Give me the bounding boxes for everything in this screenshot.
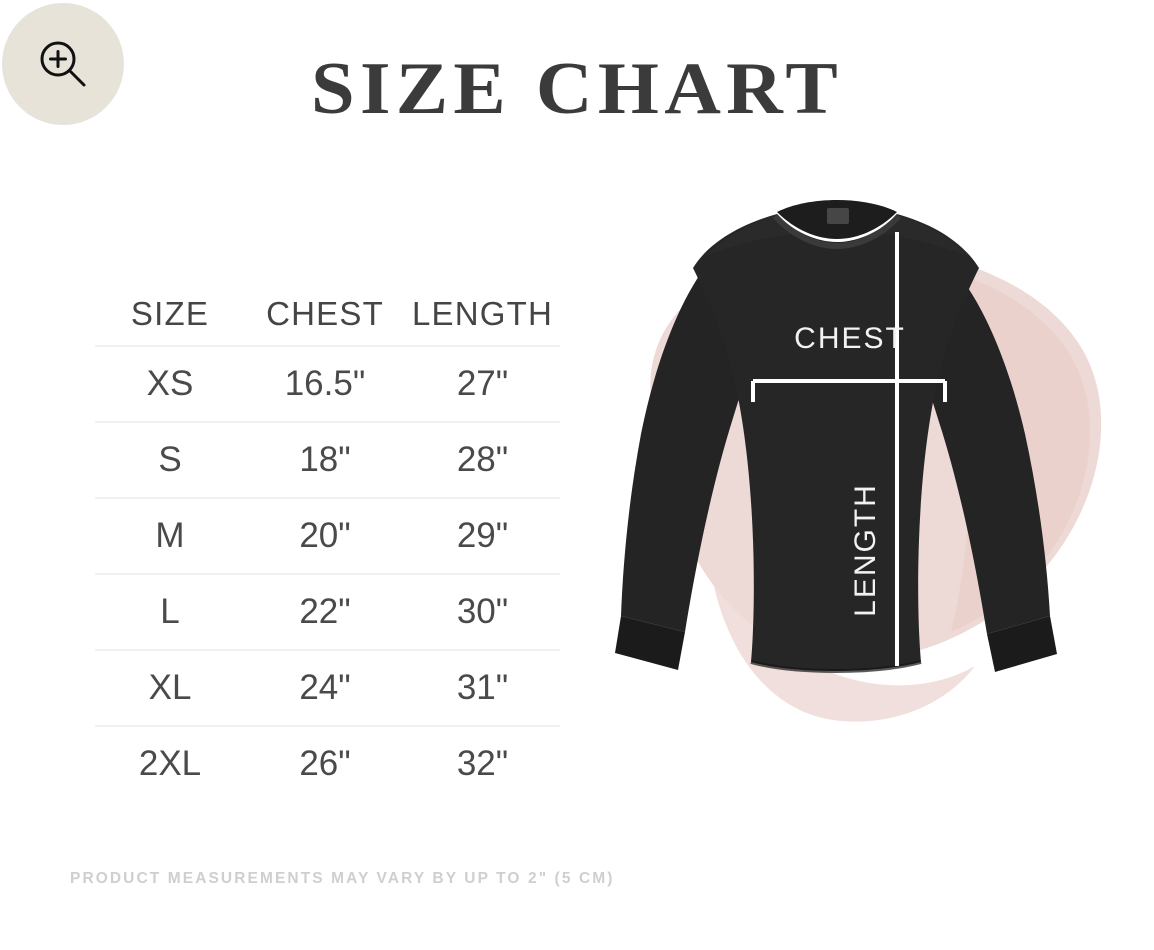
table-row: XS 16.5" 27" (95, 345, 560, 421)
cell-length: 32" (456, 744, 509, 783)
table-row: S 18" 28" (95, 421, 560, 497)
column-header-size: SIZE (130, 295, 210, 332)
table-header-row: SIZE CHEST LENGTH (95, 283, 560, 345)
cell-size: M (155, 516, 185, 555)
cell-length: 29" (456, 516, 509, 555)
table-row: XL 24" 31" (95, 649, 560, 725)
table-row: M 20" 29" (95, 497, 560, 573)
cell-length: 27" (456, 364, 509, 403)
cell-size: 2XL (138, 744, 202, 783)
cell-chest: 24" (299, 668, 351, 707)
cell-size: XS (146, 364, 194, 403)
cell-length: 31" (456, 668, 509, 707)
cell-size: S (158, 440, 182, 479)
size-table: SIZE CHEST LENGTH XS 16.5" 27" S 18" 28"… (95, 283, 560, 801)
cell-chest: 20" (299, 516, 351, 555)
cell-chest: 16.5" (284, 364, 366, 403)
length-label: LENGTH (849, 483, 882, 617)
column-header-chest: CHEST (266, 295, 384, 332)
product-illustration: CHEST LENGTH (545, 150, 1154, 770)
neck-tag (827, 208, 849, 224)
zoom-button[interactable] (2, 3, 124, 125)
measurement-overlay: CHEST LENGTH (751, 232, 947, 666)
cell-length: 28" (456, 440, 509, 479)
cell-chest: 22" (299, 592, 351, 631)
table-row: L 22" 30" (95, 573, 560, 649)
long-sleeve-tee-graphic (615, 200, 1057, 673)
cell-size: L (160, 592, 180, 631)
measurement-disclaimer: PRODUCT MEASUREMENTS MAY VARY BY UP TO 2… (70, 870, 615, 887)
cell-size: XL (148, 668, 192, 707)
cell-chest: 26" (299, 744, 351, 783)
cell-length: 30" (456, 592, 509, 631)
cell-chest: 18" (299, 440, 351, 479)
page-title: SIZE CHART (311, 48, 843, 130)
magnifier-plus-icon (35, 36, 91, 92)
table-row: 2XL 26" 32" (95, 725, 560, 801)
column-header-length: LENGTH (411, 295, 554, 332)
chest-label: CHEST (794, 322, 906, 355)
